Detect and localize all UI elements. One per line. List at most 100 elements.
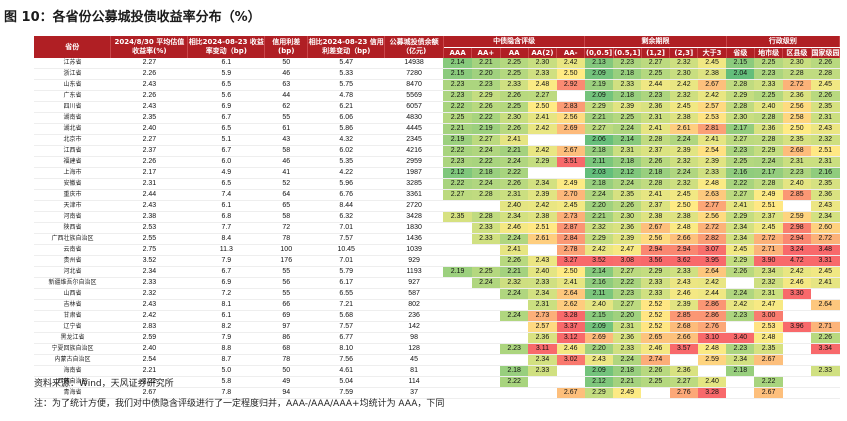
yield-heat-cell: 2.18 [584,178,614,190]
yield-heat-cell: 2.82 [697,233,727,245]
yield-change-cell: 7.8 [187,387,265,399]
yield-heat-cell: 2.38 [669,112,698,124]
credit-spread-cell: 46 [264,156,308,168]
avg-yield-cell: 3.52 [110,255,188,267]
yield-heat-cell: 2.27 [613,266,642,278]
spread-change-cell: 6.21 [307,101,385,113]
yield-heat-cell: 2.26 [471,101,501,113]
avg-yield-cell: 2.40 [110,123,188,135]
yield-heat-cell: 2.48 [669,222,698,234]
table-row: 天津市 2.43 6.1 65 8.44 2720 2.40 2.42 2.45 2.20 2.26… [34,200,840,212]
yield-heat-cell [443,354,472,366]
yield-heat-cell: 2.26 [811,332,840,344]
yield-heat-cell: 2.31 [641,112,670,124]
yield-heat-cell: 3.00 [754,310,783,322]
yield-heat-cell: 2.72 [754,233,783,245]
yield-heat-cell: 4.72 [782,255,812,267]
credit-spread-cell: 50 [264,365,308,377]
yield-heat-cell [669,354,698,366]
yield-heat-cell: 2.24 [471,277,501,289]
yield-heat-cell: 2.27 [726,189,755,201]
yield-heat-cell [528,244,557,256]
yield-change-cell: 6.7 [187,145,265,157]
yield-heat-cell: 3.30 [782,288,812,300]
yield-heat-cell: 3.10 [697,332,727,344]
yield-heat-cell: 2.38 [697,68,727,80]
credit-spread-cell: 100 [264,244,308,256]
spread-change-cell: 6.17 [307,277,385,289]
yield-heat-cell: 2.41 [641,123,670,135]
yield-heat-cell: 2.63 [697,189,727,201]
credit-spread-cell: 176 [264,255,308,267]
yield-heat-cell: 2.21 [471,58,501,69]
yield-heat-cell [556,167,585,179]
yield-heat-cell: 2.42 [782,266,812,278]
yield-heat-cell: 2.32 [669,178,698,190]
yield-heat-cell: 2.35 [811,178,840,190]
yield-heat-cell: 2.78 [556,244,585,256]
source-note: 资料来源：Wind，天风证券研究所 [34,379,174,389]
province-cell: 新疆维吾尔自治区 [34,277,111,289]
yield-heat-cell: 2.32 [500,277,529,289]
yield-heat-cell: 2.28 [754,134,783,146]
yield-heat-cell: 2.11 [584,288,614,300]
credit-spread-cell: 58 [264,211,308,223]
yield-heat-cell: 2.50 [556,266,585,278]
yield-heat-cell: 2.34 [528,178,557,190]
yield-change-cell: 8.7 [187,354,265,366]
subheader-cell: (2,3] [669,47,699,58]
yield-heat-cell: 2.42 [556,58,585,69]
yield-heat-cell: 2.69 [556,123,585,135]
province-cell: 贵州省 [34,255,111,267]
table-row: 青海省 2.67 7.8 94 7.59 37 2.67 2.29 2.49 2.76 3.28 2.… [34,387,840,399]
yield-heat-cell: 2.28 [641,178,670,190]
subheader-cell: 省级 [726,47,755,58]
yield-heat-cell: 2.30 [528,58,557,69]
yield-change-cell: 7.9 [187,255,265,267]
credit-spread-cell: 63 [264,79,308,91]
province-cell: 内蒙古自治区 [34,354,111,366]
yield-heat-cell [500,354,529,366]
balance-cell: 929 [384,255,444,267]
credit-spread-cell: 55 [264,266,308,278]
balance-cell: 2959 [384,156,444,168]
avg-yield-cell: 2.44 [110,189,188,201]
balance-cell: 4216 [384,145,444,157]
yield-heat-cell: 2.25 [726,156,755,168]
province-cell: 山西省 [34,288,111,300]
table-row: 湖南省 2.35 6.7 55 6.06 4830 2.25 2.22 2.30 2.41 2.56… [34,112,840,124]
yield-heat-cell: 2.21 [613,376,642,388]
avg-yield-cell: 2.83 [110,321,188,333]
yield-heat-cell [443,310,472,322]
province-cell: 天津市 [34,200,111,212]
yield-heat-cell: 2.56 [697,211,727,223]
balance-cell: 3361 [384,189,444,201]
yield-heat-cell: 2.35 [613,189,642,201]
yield-change-cell: 6.1 [187,58,265,69]
balance-cell: 37 [384,387,444,399]
yield-heat-cell: 2.03 [584,167,614,179]
credit-spread-cell: 94 [264,387,308,399]
yield-change-cell: 6.5 [187,178,265,190]
yield-heat-cell [782,376,812,388]
yield-heat-cell: 2.27 [443,189,472,201]
yield-heat-cell [471,244,501,256]
yield-heat-cell: 2.38 [669,211,698,223]
yield-heat-cell: 2.42 [697,90,727,102]
yield-heat-cell: 2.29 [528,156,557,168]
yield-heat-cell [471,354,501,366]
yield-heat-cell: 2.26 [811,90,840,102]
yield-heat-cell: 2.46 [500,222,529,234]
spread-change-cell: 7.57 [307,321,385,333]
yield-heat-cell: 2.28 [641,134,670,146]
subheader-cell: AA [500,47,529,58]
credit-spread-cell: 55 [264,112,308,124]
yield-heat-cell: 2.17 [726,123,755,135]
yield-heat-cell: 2.41 [811,277,840,289]
yield-heat-cell: 2.49 [556,178,585,190]
yield-heat-cell: 3.90 [754,255,783,267]
yield-heat-cell: 2.33 [641,277,670,289]
yield-heat-cell: 2.23 [726,310,755,322]
table-row: 甘肃省 2.42 6.1 69 5.68 236 2.24 2.73 3.28 2.15 2.20 2… [34,310,840,322]
yield-heat-cell: 2.67 [556,387,585,399]
